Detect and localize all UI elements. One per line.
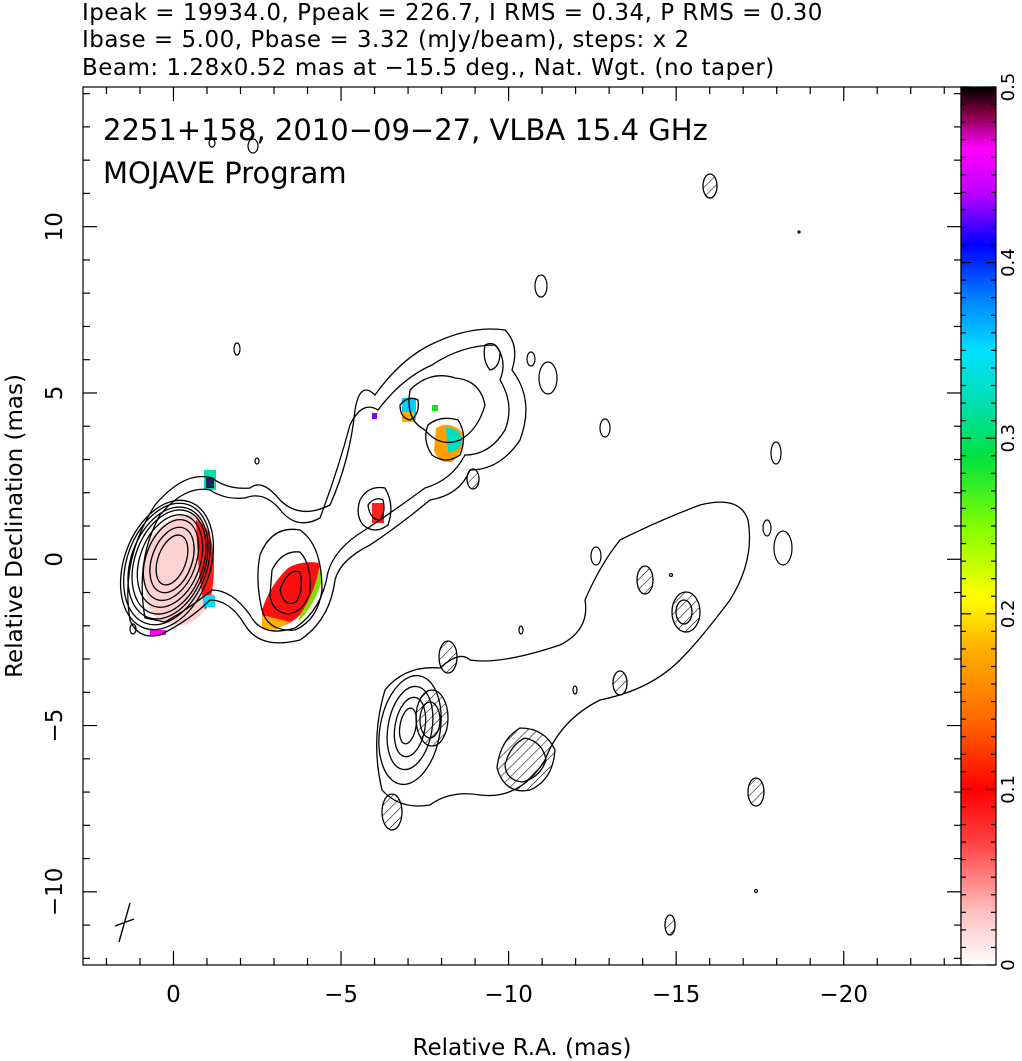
colorbar-tick-label: 0.5 [998,73,1019,102]
x-tick-label: −15 [652,982,701,1008]
noise-contours [129,138,801,894]
pol-patch-knot-a-orange [262,615,290,630]
pol-patch-knot-a [262,562,320,629]
y-axis: −10 −5 0 5 10 [42,93,961,959]
pol-patch-knot-c-cyan [446,427,462,452]
y-tick-label: −10 [42,868,68,917]
intensity-contours [119,328,527,644]
pol-patch-north-dark [206,478,214,488]
colorbar-tick-label: 0.1 [998,775,1019,804]
x-axis-label: Relative R.A. (mas) [413,1035,632,1061]
source-label: 2251+158, 2010−09−27, VLBA 15.4 GHz [103,113,708,147]
map-content [114,138,801,943]
y-tick-label: 0 [42,552,68,567]
pol-patch-dot-2 [372,413,377,419]
program-label: MOJAVE Program [103,156,347,190]
pol-patch-core [144,514,215,626]
southern-feature-contours [376,173,765,936]
y-tick-label: 10 [42,212,68,241]
pol-patch-core-edge [196,520,214,610]
pol-patch-knot-a-edge [298,563,322,622]
x-tick-label: 0 [166,982,181,1008]
x-tick-label: −10 [484,982,533,1008]
colorbar-tick-label: 0 [998,959,1019,970]
colorbar: 0 0.1 0.2 0.3 0.4 0.5 [960,73,1019,971]
pol-patch-knot-d-orange [402,412,414,422]
x-tick-label: −20 [819,982,868,1008]
colorbar-ticks: 0 0.1 0.2 0.3 0.4 0.5 [961,73,1019,971]
plot-frame [82,86,962,966]
x-tick-label: −5 [324,982,358,1008]
y-axis-label: Relative Declination (mas) [2,374,28,678]
colorbar-gradient [960,86,997,966]
restoring-beam [114,902,135,943]
colorbar-tick-label: 0.3 [998,424,1019,453]
header-line-2: Ibase = 5.00, Pbase = 3.32 (mJy/beam), s… [82,27,690,53]
colorbar-tick-label: 0.4 [998,248,1019,277]
pol-patch-dot [432,405,438,411]
y-tick-label: 5 [42,386,68,401]
colorbar-tick-label: 0.2 [998,599,1019,628]
header-line-1: Ipeak = 19934.0, Ppeak = 226.7, I RMS = … [82,0,823,26]
x-axis: 0 −5 −10 −15 −20 [105,87,945,1008]
header-line-3: Beam: 1.28x0.52 mas at −15.5 deg., Nat. … [82,55,775,81]
y-tick-label: −5 [42,709,68,743]
pol-patch-edge [150,630,166,635]
